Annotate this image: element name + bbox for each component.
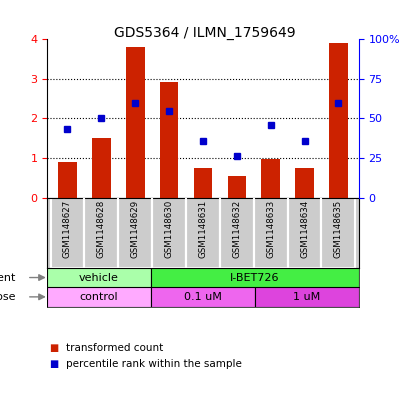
Bar	[151, 268, 358, 287]
Text: I-BET726: I-BET726	[229, 272, 279, 283]
Bar	[58, 162, 76, 198]
Bar	[253, 198, 287, 268]
Text: GSM1148631: GSM1148631	[198, 200, 207, 258]
Text: GSM1148635: GSM1148635	[333, 200, 342, 258]
Text: percentile rank within the sample: percentile rank within the sample	[65, 358, 241, 369]
Bar	[118, 198, 152, 268]
Text: agent: agent	[0, 272, 16, 283]
Text: vehicle: vehicle	[79, 272, 119, 283]
Text: control: control	[80, 292, 118, 302]
Bar	[151, 287, 254, 307]
Bar	[294, 168, 313, 198]
Text: GSM1148629: GSM1148629	[130, 200, 139, 258]
Text: ■: ■	[49, 358, 58, 369]
Bar	[219, 198, 253, 268]
Text: GSM1148627: GSM1148627	[63, 200, 72, 258]
Bar	[50, 198, 84, 268]
Bar	[47, 287, 151, 307]
Text: transformed count: transformed count	[65, 343, 162, 353]
Text: GDS5364 / ILMN_1759649: GDS5364 / ILMN_1759649	[114, 26, 295, 40]
Bar	[92, 138, 110, 198]
Bar	[160, 82, 178, 198]
Bar	[126, 47, 144, 198]
Bar	[47, 268, 151, 287]
Bar	[328, 43, 347, 198]
Bar	[227, 176, 245, 198]
Bar	[193, 168, 212, 198]
Text: GSM1148628: GSM1148628	[97, 200, 106, 258]
Bar	[261, 159, 279, 198]
Text: GSM1148632: GSM1148632	[232, 200, 241, 258]
Text: GSM1148633: GSM1148633	[265, 200, 274, 258]
Text: 1 uM: 1 uM	[292, 292, 320, 302]
Bar	[186, 198, 219, 268]
Text: dose: dose	[0, 292, 16, 302]
Text: 0.1 uM: 0.1 uM	[184, 292, 221, 302]
Text: GSM1148634: GSM1148634	[299, 200, 308, 258]
Bar	[152, 198, 186, 268]
Bar	[84, 198, 118, 268]
Text: GSM1148630: GSM1148630	[164, 200, 173, 258]
Bar	[287, 198, 321, 268]
Bar	[254, 287, 358, 307]
Text: ■: ■	[49, 343, 58, 353]
Bar	[321, 198, 355, 268]
